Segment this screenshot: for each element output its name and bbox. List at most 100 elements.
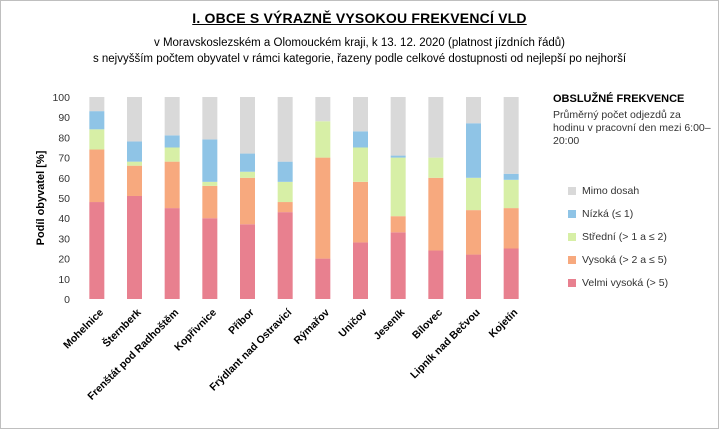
bar-segment — [240, 153, 255, 172]
bar-segment — [89, 202, 105, 299]
x-tick-label: Mohelnice — [61, 307, 106, 352]
bar-segment — [89, 97, 105, 112]
bar-segment — [277, 161, 293, 182]
bar-segment — [277, 97, 293, 162]
bar-segment — [428, 157, 444, 178]
y-tick-label: 90 — [58, 112, 70, 124]
bar-segment — [89, 149, 105, 203]
y-tick-label: 40 — [58, 213, 70, 225]
legend-item-stredni: Střední (> 1 a ≤ 2) — [568, 225, 668, 248]
bar-segment — [277, 181, 293, 203]
bar-segment — [127, 165, 142, 196]
bar-segment — [466, 123, 481, 178]
bar-segment — [390, 157, 406, 217]
bar-segment — [164, 147, 180, 162]
bar-segment — [353, 242, 368, 299]
x-tick-label: Lipník nad Bečvou — [408, 307, 483, 382]
bar-segment — [164, 161, 180, 209]
bar-segment — [202, 97, 218, 140]
bar-segment — [428, 250, 444, 299]
legend-item-nizka: Nízká (≤ 1) — [568, 202, 668, 225]
bar-segment — [164, 135, 180, 148]
x-tick-label: Kojetín — [487, 307, 521, 341]
bar-segment — [503, 173, 519, 180]
bar-segment — [315, 97, 331, 122]
y-tick-label: 60 — [58, 173, 70, 185]
bar-segment — [127, 141, 142, 162]
bar-segment — [503, 97, 519, 174]
y-tick-label: 100 — [52, 92, 70, 104]
bar-segment — [428, 97, 444, 158]
legend-swatch — [568, 255, 576, 264]
bar-segment — [466, 97, 481, 124]
legend-swatch — [568, 186, 576, 195]
x-tick-label: Uničov — [336, 307, 369, 340]
legend-title: OBSLUŽNÉ FREKVENCE — [553, 93, 685, 105]
bar-segment — [315, 258, 331, 299]
chart-subtitle-2: s nejvyšším počtem obyvatel v rámci kate… — [92, 53, 627, 65]
bar-segment — [127, 97, 142, 142]
chart-title: I. OBCE S VÝRAZNĚ VYSOKOU FREKVENCÍ VLD — [192, 10, 527, 26]
bar-segment — [202, 218, 218, 299]
legend-swatch — [568, 232, 576, 241]
legend-label: Střední (> 1 a ≤ 2) — [582, 230, 667, 243]
legend-swatch — [568, 278, 576, 287]
legend-label: Nízká (≤ 1) — [582, 207, 634, 220]
bar-segment — [127, 161, 142, 166]
bar-segment — [353, 131, 368, 148]
bar-segment — [353, 97, 368, 132]
bar-segment — [503, 248, 519, 299]
bar-segment — [428, 177, 444, 251]
bar-segment — [390, 97, 406, 156]
bar-segment — [466, 210, 481, 255]
y-tick-label: 20 — [58, 254, 70, 266]
x-tick-label: Bílovec — [410, 307, 445, 342]
bar-segment — [390, 232, 406, 299]
y-tick-label: 70 — [58, 153, 70, 165]
y-tick-label: 0 — [64, 294, 70, 306]
bar-segment — [353, 181, 368, 243]
bar-segment — [390, 216, 406, 233]
x-tick-label: Příbor — [226, 307, 256, 337]
bar-segment — [240, 171, 255, 178]
bar-segment — [390, 155, 406, 158]
bar-segment — [202, 139, 218, 182]
y-tick-label: 10 — [58, 274, 70, 286]
bar-segment — [315, 157, 331, 259]
legend-item-vysoka: Vysoká (> 2 a ≤ 5) — [568, 248, 668, 271]
legend-item-velmi-vysoka: Velmi vysoká (> 5) — [568, 271, 668, 294]
legend-label: Mimo dosah — [582, 184, 640, 197]
chart-subtitle-1: v Moravskoslezském a Olomouckém kraji, k… — [154, 37, 565, 49]
legend: Mimo dosah Nízká (≤ 1) Střední (> 1 a ≤ … — [568, 179, 668, 294]
bar-segment — [277, 202, 293, 213]
bar-segment — [127, 195, 142, 299]
bar-segment — [466, 254, 481, 299]
legend-label: Velmi vysoká (> 5) — [582, 276, 669, 289]
y-tick-label: 30 — [58, 233, 70, 245]
bar-segment — [202, 181, 218, 186]
bar-segment — [240, 224, 255, 299]
bar-segment — [503, 208, 519, 249]
y-axis-label: Podíl obyvatel [%] — [35, 150, 47, 245]
y-tick-label: 80 — [58, 132, 70, 144]
bar-segment — [240, 177, 255, 225]
bar-segment — [315, 121, 331, 158]
x-tick-label: Jeseník — [372, 307, 408, 343]
legend-item-mimo-dosah: Mimo dosah — [568, 179, 668, 202]
y-tick-label: 50 — [58, 193, 70, 205]
bar-segment — [240, 97, 255, 154]
bar-segment — [164, 208, 180, 299]
legend-description: Průměrný počet odjezdů za hodinu v praco… — [553, 109, 711, 147]
bar-segment — [164, 97, 180, 136]
bar-segment — [202, 185, 218, 219]
legend-swatch — [568, 209, 576, 218]
legend-label: Vysoká (> 2 a ≤ 5) — [582, 253, 668, 266]
bar-segment — [466, 177, 481, 211]
bar-segment — [353, 147, 368, 182]
bar-segment — [89, 111, 105, 130]
bar-segment — [503, 179, 519, 209]
x-tick-label: Rýmařov — [292, 307, 332, 347]
bar-segment — [277, 212, 293, 299]
bar-segment — [89, 129, 105, 150]
